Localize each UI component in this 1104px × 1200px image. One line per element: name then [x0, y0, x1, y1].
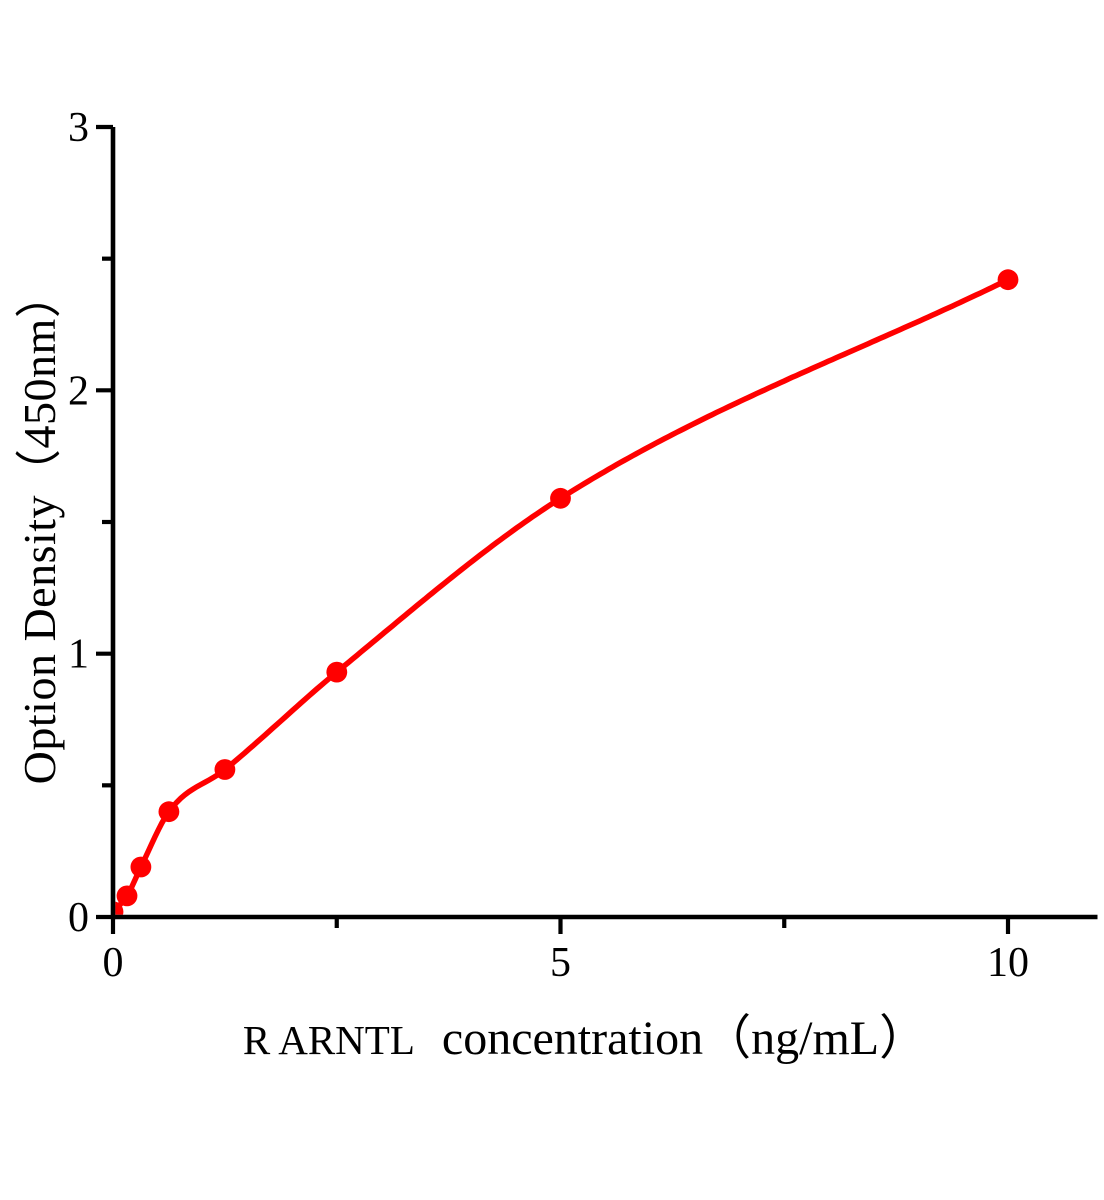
data-point-1.25 — [214, 759, 236, 780]
data-point-0.156 — [116, 885, 138, 907]
x-tick-label-5: 5 — [550, 940, 571, 986]
y-tick-label-2: 2 — [68, 368, 89, 414]
x-axis-title-main: concentration（ng/mL） — [441, 1012, 928, 1065]
data-point-0.625 — [158, 801, 180, 823]
fit-curve — [115, 276, 1011, 914]
x-axis-title-prefix: R ARNTL — [242, 1017, 415, 1063]
y-tick-label-0: 0 — [68, 895, 89, 941]
x-axis-title: R ARNTL concentration（ng/mL） — [243, 998, 927, 1068]
data-point-10 — [997, 269, 1019, 291]
y-tick-label-3: 3 — [68, 105, 89, 151]
y-tick-label-1: 1 — [68, 632, 89, 678]
x-tick-label-0: 0 — [103, 940, 124, 986]
data-point-0 — [115, 901, 124, 915]
data-point-5 — [550, 487, 571, 509]
data-point-2.5 — [326, 661, 348, 683]
y-axis-title: Option Density（450nm） — [14, 271, 65, 785]
data-point-0.312 — [130, 856, 152, 878]
x-tick-label-10: 10 — [987, 940, 1029, 986]
